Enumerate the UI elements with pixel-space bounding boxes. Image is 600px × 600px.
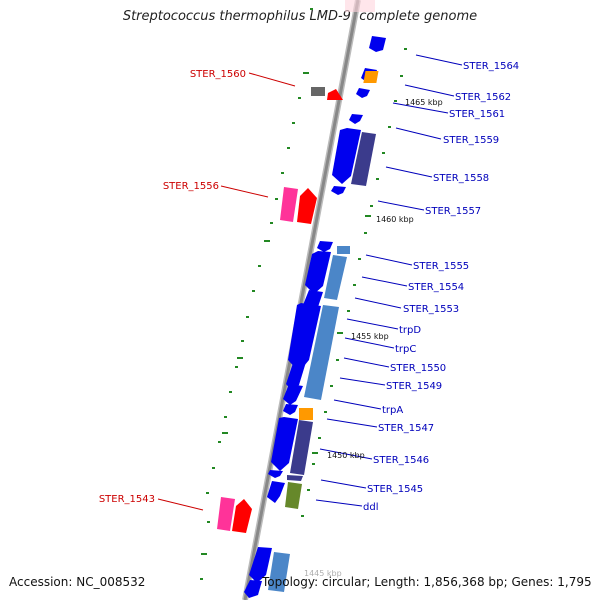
gene-ster-1555-light [337, 246, 350, 254]
gene-ster-1549 [283, 384, 303, 405]
gene-gray [311, 87, 325, 96]
label-ster-1560: STER_1560 [190, 69, 246, 80]
reverse-leaders [157, 72, 296, 511]
label-ster-1564: STER_1564 [463, 61, 519, 72]
gene-ster-1558 [351, 132, 376, 186]
accession-label: Accession: NC_008532 [9, 575, 146, 589]
kbp-marker-1465: 1465 kbp [405, 98, 443, 107]
forward-labels: STER_1564 STER_1562 STER_1561 STER_1559 … [363, 61, 519, 513]
gene-ster-1547 [271, 417, 298, 471]
label-trpa: trpA [382, 405, 403, 416]
reverse-genes [217, 0, 375, 533]
backbone [242, 0, 361, 600]
gene-ster-1553 [324, 255, 347, 300]
label-ster-1554: STER_1554 [408, 282, 464, 293]
gene-ster-1556-red [297, 188, 317, 224]
label-ster-1545: STER_1545 [367, 484, 423, 495]
label-ster-1562: STER_1562 [455, 92, 511, 103]
label-ster-1549: STER_1549 [386, 381, 442, 392]
gene-bottom-3 [244, 580, 262, 598]
gene-ster-1555-tip [317, 241, 333, 252]
label-ster-1550: STER_1550 [390, 363, 446, 374]
gene-bottom-1 [249, 547, 272, 583]
label-ddl: ddl [363, 502, 378, 513]
label-ster-1557: STER_1557 [425, 206, 481, 217]
label-ster-1559: STER_1559 [443, 135, 499, 146]
label-ster-1555: STER_1555 [413, 261, 469, 272]
kbp-marker-1460: 1460 kbp [376, 215, 414, 224]
label-trpc: trpC [395, 344, 416, 355]
gene-ster-1545 [267, 481, 285, 503]
label-ster-1556: STER_1556 [163, 181, 219, 192]
reverse-labels: STER_1560 STER_1556 STER_1543 [99, 69, 246, 505]
label-ster-1546: STER_1546 [373, 455, 429, 466]
gene-ster-1564 [369, 36, 386, 52]
label-ster-1558: STER_1558 [433, 173, 489, 184]
label-ster-1561: STER_1561 [449, 109, 505, 120]
gene-orange-2 [299, 408, 313, 420]
kbp-marker-1450: 1450 kbp [327, 451, 365, 460]
gene-trpa [283, 404, 298, 415]
gene-ster-1546 [290, 420, 313, 475]
gene-small-4 [287, 475, 303, 481]
label-trpd: trpD [399, 325, 421, 336]
gene-bottom-2 [268, 552, 290, 592]
kbp-marker-1445: 1445 kbp [304, 569, 342, 578]
gene-ster-1543-pink [217, 497, 235, 531]
gene-ster-1550 [286, 360, 306, 391]
gene-ster-1560 [327, 89, 343, 100]
genome-stats: Topology: circular; Length: 1,856,368 bp… [262, 575, 592, 589]
gene-trpc [288, 303, 321, 372]
map-title: Streptococcus thermophilus LMD-9, comple… [122, 9, 478, 24]
label-ster-1547: STER_1547 [378, 423, 434, 434]
gene-small-1 [349, 114, 363, 124]
forward-genes [244, 36, 386, 598]
gene-ster-1543-red [232, 499, 252, 533]
gene-ddl [285, 482, 302, 509]
kbp-marker-1455: 1455 kbp [351, 332, 389, 341]
gene-top-faded [345, 0, 375, 12]
kbp-markers: 1465 kbp 1460 kbp 1455 kbp 1450 kbp 1445… [304, 98, 443, 578]
tick-marks [200, 8, 407, 580]
gene-trp-light [304, 305, 339, 400]
forward-leaders [315, 54, 463, 507]
gene-ster-1556-pink [280, 187, 298, 222]
gene-ster-1554 [305, 251, 331, 294]
label-ster-1543: STER_1543 [99, 494, 155, 505]
gene-ster-1561 [356, 88, 370, 98]
gene-ster-1559 [332, 128, 361, 184]
gene-orange-1 [363, 71, 379, 83]
gene-small-3 [268, 470, 283, 478]
gene-small-2 [331, 186, 346, 195]
label-ster-1553: STER_1553 [403, 304, 459, 315]
